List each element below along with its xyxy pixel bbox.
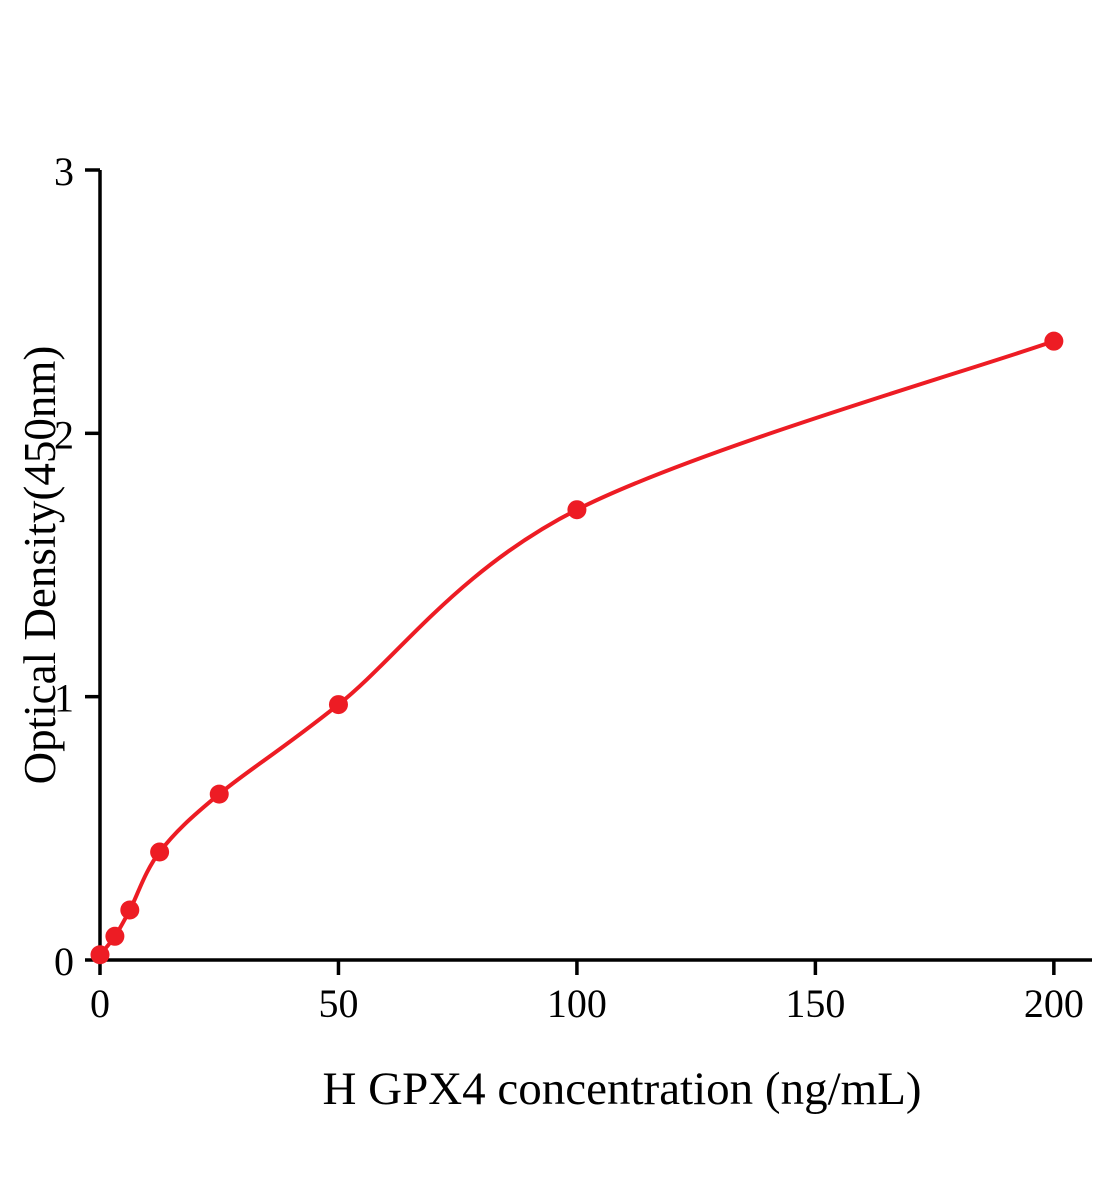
fit-curve <box>98 339 1056 957</box>
x-tick-label: 100 <box>547 981 607 1026</box>
data-point <box>328 695 348 715</box>
data-point <box>105 926 125 946</box>
y-tick-label: 0 <box>54 939 74 984</box>
data-point <box>150 842 170 862</box>
x-tick-label: 50 <box>318 981 358 1026</box>
data-point <box>567 500 587 520</box>
y-tick-label: 3 <box>54 149 74 194</box>
data-point <box>1044 331 1064 351</box>
y-tick-label: 2 <box>54 412 74 457</box>
data-point <box>90 945 110 965</box>
x-tick-label: 200 <box>1024 981 1084 1026</box>
y-tick-label: 1 <box>54 676 74 721</box>
x-axis-title: H GPX4 concentration (ng/mL) <box>322 1063 922 1115</box>
data-point <box>120 900 140 920</box>
data-point <box>209 784 229 804</box>
y-axis-title: Optical Density(450nm) <box>15 345 65 785</box>
x-tick-label: 0 <box>90 981 110 1026</box>
x-tick-label: 150 <box>785 981 845 1026</box>
